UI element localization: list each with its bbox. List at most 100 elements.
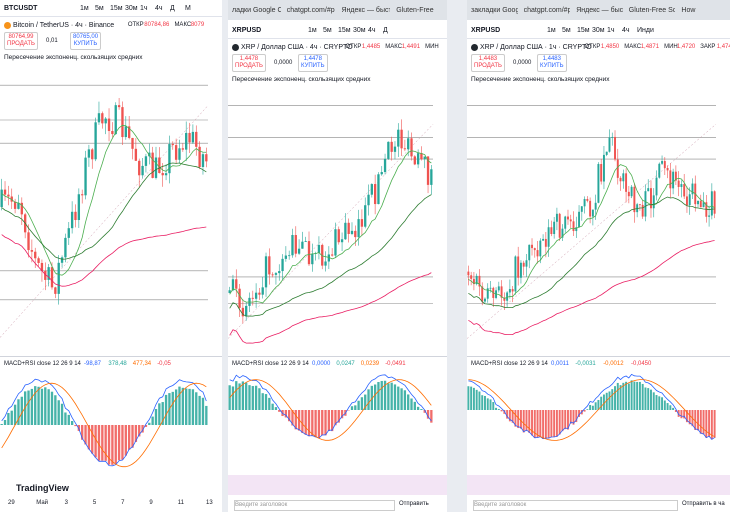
macd-pane xyxy=(467,373,716,441)
candle-body xyxy=(0,189,3,207)
timeframe-button[interactable]: Д xyxy=(383,27,388,34)
browser-tab[interactable]: chatgpt.com/#p xyxy=(523,7,571,14)
symbol[interactable]: XRPUSD xyxy=(232,27,262,34)
browser-tab[interactable]: How xyxy=(681,7,696,14)
candle-body xyxy=(383,158,387,173)
macd-histogram-bar xyxy=(677,410,680,417)
candle-body xyxy=(174,145,178,160)
candle-body xyxy=(688,194,691,206)
title-input[interactable]: Введите заголовок xyxy=(473,500,678,511)
macd-histogram-bar xyxy=(627,383,630,410)
timeframe-button[interactable]: 5м xyxy=(95,5,104,12)
macd-histogram-bar xyxy=(174,389,178,425)
timeframe-button[interactable]: Д xyxy=(170,5,175,12)
macd-label: MACD+RSI close 12 26 9 14 xyxy=(232,361,309,367)
candle-body xyxy=(261,287,264,295)
symbol[interactable]: BTCUSDT xyxy=(4,5,38,12)
macd-histogram-bar xyxy=(367,389,370,410)
buy-button[interactable]: 80765,00 КУПИТЬ xyxy=(70,32,102,50)
macd-histogram-bar xyxy=(0,423,3,425)
candle-body xyxy=(354,230,357,238)
macd-histogram-bar xyxy=(413,401,416,410)
browser-tab[interactable]: Gluten-Free Sour xyxy=(628,7,676,14)
macd-histogram-bar xyxy=(525,410,528,432)
title-input[interactable]: Введите заголовок xyxy=(234,500,395,511)
buy-label: КУПИТЬ xyxy=(73,41,98,47)
price-chart xyxy=(0,84,209,338)
timeframe-button[interactable]: 5м xyxy=(562,27,571,34)
browser-tab[interactable]: ладки Google Ch xyxy=(232,7,281,14)
candle-body xyxy=(614,136,616,160)
macd-histogram-bar xyxy=(191,389,195,425)
timeframe-button[interactable]: 1м xyxy=(308,27,317,34)
buy-button[interactable]: 1,4478 КУПИТЬ xyxy=(298,54,328,72)
macd-pane xyxy=(0,378,208,468)
browser-tab[interactable]: chatgpt.com/#p xyxy=(286,7,335,14)
macd-histogram-bar xyxy=(304,410,307,435)
candle-body xyxy=(198,146,201,167)
candle-body xyxy=(641,204,644,217)
sell-button[interactable]: 1,4483 ПРОДАТЬ xyxy=(471,54,505,72)
timeframe-button[interactable]: 4ч xyxy=(368,27,376,34)
macd-value: 0,0011 xyxy=(551,361,569,367)
macd-histogram-bar xyxy=(426,410,430,419)
timeframe-button[interactable]: 15м xyxy=(577,27,590,34)
macd-histogram-bar xyxy=(205,405,208,425)
timeframe-button[interactable]: 30м xyxy=(353,27,366,34)
timeframe-button[interactable]: 15м xyxy=(338,27,351,34)
timeframe-button[interactable]: 4ч xyxy=(155,5,163,12)
browser-tab[interactable]: закладки Google Chrome xyxy=(471,7,518,14)
candle-body xyxy=(364,205,367,227)
browser-tab[interactable]: Gluten-Free xyxy=(396,7,434,14)
macd-histogram-bar xyxy=(74,425,77,427)
send-button[interactable]: Отправить в ча xyxy=(682,501,725,507)
timeframe-button[interactable]: 15м xyxy=(110,5,123,12)
timeframe-button[interactable]: 1м xyxy=(80,5,89,12)
timeframe-button[interactable]: 5м xyxy=(323,27,332,34)
symbol-icon xyxy=(471,44,478,51)
macd-histogram-bar xyxy=(245,382,248,410)
candle-body xyxy=(144,156,148,166)
timeframe-button[interactable]: 1ч xyxy=(607,27,615,34)
toolbar xyxy=(467,22,730,39)
trend-line xyxy=(467,124,717,339)
macd-value: -0,0491 xyxy=(385,361,406,367)
candle-body xyxy=(475,275,478,285)
send-button[interactable]: Отправить xyxy=(399,501,429,507)
candle-body xyxy=(228,290,231,294)
candle-body xyxy=(713,191,716,214)
candle-body xyxy=(650,188,652,209)
candle-body xyxy=(151,152,154,178)
ohlc-label: МАКС xyxy=(624,44,642,50)
macd-histogram-bar xyxy=(553,410,556,438)
ohlc-value: 1,4742 xyxy=(716,44,730,50)
sell-button[interactable]: 1,4478 ПРОДАТЬ xyxy=(232,54,266,72)
timeframe-button[interactable]: 30м xyxy=(592,27,605,34)
ema-slow xyxy=(468,196,715,309)
candle-body xyxy=(539,240,542,257)
timeframe-button[interactable]: Инди xyxy=(637,27,654,34)
candle-body xyxy=(658,163,661,178)
candle-body xyxy=(467,271,470,276)
macd-histogram-bar xyxy=(274,407,278,410)
tab-bar xyxy=(467,0,730,20)
timeframe-button[interactable]: 1м xyxy=(547,27,556,34)
timeframe-button[interactable]: 4ч xyxy=(622,27,630,34)
sell-button[interactable]: 80764,99 ПРОДАТЬ xyxy=(4,32,38,50)
x-axis-label: 11 xyxy=(177,500,184,506)
macd-histogram-bar xyxy=(625,381,628,410)
symbol[interactable]: XRPUSD xyxy=(471,27,501,34)
candle-body xyxy=(616,159,619,178)
browser-tab[interactable]: Яндекс — быстр xyxy=(341,7,391,14)
buy-button[interactable]: 1,4483 КУПИТЬ xyxy=(537,54,567,72)
candle-body xyxy=(630,186,633,197)
macd-histogram-bar xyxy=(54,395,57,425)
timeframe-button[interactable]: М xyxy=(185,5,191,12)
macd-histogram-bar xyxy=(324,410,327,436)
browser-tab[interactable]: Яндекс — быстрый xyxy=(576,7,623,14)
macd-histogram-bar xyxy=(619,385,622,410)
timeframe-button[interactable]: 1ч xyxy=(140,5,148,12)
timeframe-button[interactable]: 30м xyxy=(125,5,138,12)
macd-value: -0,0012 xyxy=(603,361,624,367)
candle-body xyxy=(683,184,686,197)
